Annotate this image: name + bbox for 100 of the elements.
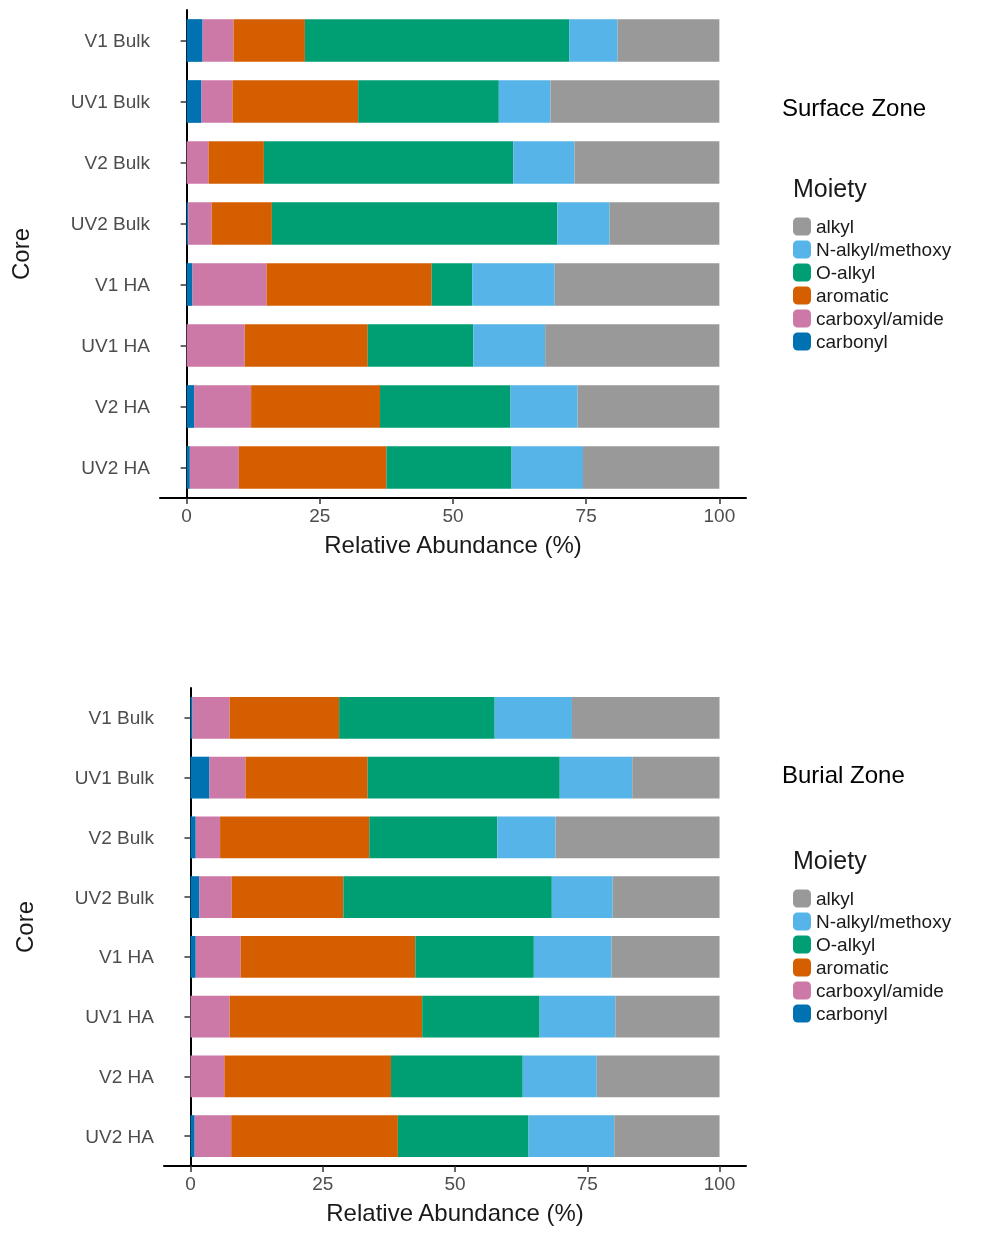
bar [195, 935, 241, 978]
bar [190, 995, 230, 1038]
y-tick-label: UV2 HA [85, 1125, 155, 1147]
bar [494, 696, 572, 739]
y-tick-label: V1 Bulk [84, 30, 151, 51]
legend-label: aromatic [816, 285, 889, 306]
bar [186, 446, 190, 489]
bar [238, 446, 387, 489]
bar [245, 756, 368, 799]
bar [369, 816, 498, 859]
bar [571, 696, 720, 739]
y-tick-label: V1 Bulk [88, 707, 155, 729]
bar [266, 263, 432, 306]
bar [271, 202, 558, 245]
bar [390, 1055, 523, 1098]
bar [263, 141, 514, 184]
bar [617, 19, 720, 62]
bar [202, 19, 234, 62]
bar [511, 446, 583, 489]
bar [612, 876, 720, 919]
legend-label: alkyl [816, 216, 855, 237]
bar [397, 1115, 529, 1158]
legend-title: Moiety [793, 845, 868, 874]
bar [220, 816, 370, 859]
y-tick-label: V1 HA [95, 274, 151, 295]
bar [186, 80, 202, 123]
x-tick-label: 0 [185, 1173, 196, 1194]
legend-label: N-alkyl/methoxy [816, 239, 952, 260]
bar [251, 385, 381, 428]
bar [194, 1115, 232, 1158]
bar [199, 876, 232, 919]
bar [557, 202, 610, 245]
bar [192, 263, 267, 306]
y-tick-label: V2 Bulk [88, 826, 155, 848]
bar [555, 816, 720, 859]
bar [233, 19, 305, 62]
bar [231, 1115, 398, 1158]
bar [195, 816, 221, 859]
bar [209, 756, 246, 799]
bar [194, 385, 252, 428]
bar [596, 1055, 720, 1098]
bar [190, 1115, 195, 1158]
x-tick-label: 75 [575, 505, 597, 526]
legend-label: aromatic [816, 957, 889, 978]
bar [189, 446, 239, 489]
bar [582, 446, 720, 489]
bar [192, 696, 230, 739]
bar [614, 1115, 720, 1158]
bar [577, 385, 720, 428]
bar [415, 935, 534, 978]
y-tick-label: UV1 Bulk [70, 91, 151, 112]
bar [358, 80, 499, 123]
bar [615, 995, 720, 1038]
bar [190, 876, 200, 919]
x-tick-label: 100 [703, 1173, 736, 1194]
bar [551, 876, 613, 919]
y-tick-label: V2 HA [99, 1065, 155, 1087]
bar [190, 756, 210, 799]
bar [304, 19, 570, 62]
bar [201, 80, 233, 123]
legend-label: O-alkyl [816, 262, 876, 283]
y-tick-label: V2 HA [95, 396, 151, 417]
y-tick-label: UV1 HA [85, 1006, 155, 1028]
bar [244, 324, 368, 367]
bar [554, 263, 720, 306]
y-tick-label: UV2 Bulk [74, 886, 155, 908]
y-axis-title: Core [10, 900, 38, 954]
bar [339, 696, 495, 739]
bar [190, 935, 196, 978]
bar [611, 935, 720, 978]
text: Surface Zone [782, 93, 927, 121]
bar [539, 995, 616, 1038]
x-axis-title: Relative Abundance (%) [324, 530, 582, 558]
x-tick-label: 75 [576, 1173, 598, 1194]
bar [240, 935, 416, 978]
bar [224, 1055, 391, 1098]
bar [513, 141, 575, 184]
bar [190, 696, 193, 739]
bar [186, 141, 209, 184]
x-axis-title: Relative Abundance (%) [326, 1198, 584, 1226]
legend-label: alkyl [816, 888, 855, 909]
legend-label: carboxyl/amide [816, 308, 944, 329]
bar [550, 80, 720, 123]
bar [473, 324, 546, 367]
x-tick-label: 50 [444, 1173, 466, 1194]
bar [533, 935, 612, 978]
y-tick-label: UV1 Bulk [74, 767, 155, 789]
bar [569, 19, 618, 62]
bar [188, 202, 212, 245]
bar [186, 19, 203, 62]
legend-label: O-alkyl [816, 934, 876, 955]
bar [574, 141, 720, 184]
bar [472, 263, 555, 306]
bar [367, 756, 560, 799]
x-tick-label: 50 [442, 505, 464, 526]
bar [510, 385, 578, 428]
bar [232, 80, 359, 123]
legend-label: carbonyl [816, 331, 888, 352]
bar [367, 324, 474, 367]
bar [231, 876, 344, 919]
